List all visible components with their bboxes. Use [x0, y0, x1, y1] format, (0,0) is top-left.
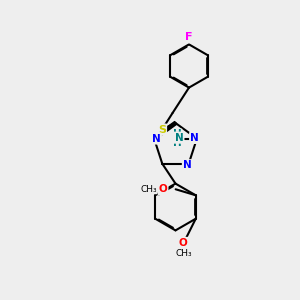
Text: S: S: [158, 124, 166, 135]
Text: O: O: [179, 238, 188, 248]
Text: H: H: [173, 129, 182, 139]
Text: N: N: [183, 160, 192, 170]
Text: N: N: [190, 133, 199, 143]
Text: F: F: [185, 32, 193, 43]
Text: N: N: [175, 133, 183, 142]
Text: N: N: [152, 134, 161, 143]
Text: H: H: [173, 138, 182, 148]
Text: CH₃: CH₃: [140, 185, 157, 194]
Text: O: O: [159, 184, 167, 194]
Text: CH₃: CH₃: [175, 250, 192, 259]
